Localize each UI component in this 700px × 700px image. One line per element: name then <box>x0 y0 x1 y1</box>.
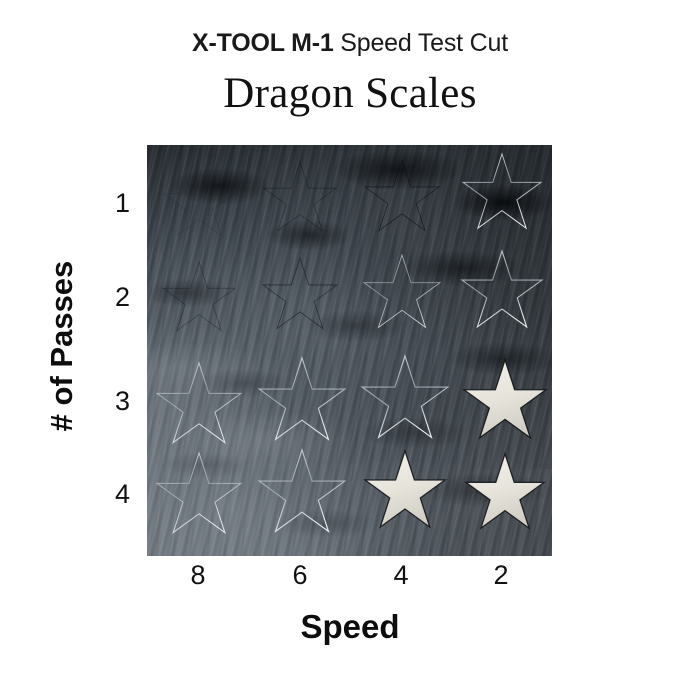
star-cell-s2-p1 <box>463 154 541 228</box>
star-cell-s8-p1 <box>163 167 235 236</box>
star-cell-s8-p2 <box>163 262 235 331</box>
page-title-rest: Speed Test Cut <box>333 29 508 57</box>
page-subtitle: Dragon Scales <box>223 70 477 117</box>
star-cell-s2-p2 <box>462 251 542 327</box>
star-cell-s4-p1 <box>365 160 439 231</box>
star-cell-s4-p2 <box>364 255 440 327</box>
x-axis-label: Speed <box>300 608 400 645</box>
page-title-brand: X-TOOL M-1 <box>192 29 334 57</box>
material-photo-plot-area <box>147 145 552 556</box>
star-cell-s6-p4 <box>259 450 345 531</box>
star-cell-s8-p3 <box>157 363 241 443</box>
y-tick-4: 4 <box>114 479 130 509</box>
y-axis-label: # of Passes <box>44 260 79 432</box>
star-cell-s6-p3 <box>259 358 345 439</box>
star-grid <box>147 145 552 556</box>
star-cell-s6-p2 <box>263 258 337 329</box>
star-cell-s8-p4 <box>157 453 241 533</box>
star-cell-s4-p3 <box>362 356 448 437</box>
y-tick-1: 1 <box>114 188 130 218</box>
x-tick-6: 6 <box>292 560 308 590</box>
star-cell-s4-p4 <box>365 451 445 527</box>
x-tick-4: 4 <box>393 560 409 590</box>
star-cell-s2-p4 <box>466 454 544 528</box>
y-tick-3: 3 <box>114 386 130 416</box>
y-tick-2: 2 <box>114 282 130 312</box>
star-cell-s6-p1 <box>264 162 336 231</box>
x-tick-8: 8 <box>190 560 206 590</box>
star-cell-s2-p3 <box>464 360 546 438</box>
page-title: X-TOOL M-1 Speed Test Cut <box>0 28 700 58</box>
x-tick-2: 2 <box>493 560 509 590</box>
